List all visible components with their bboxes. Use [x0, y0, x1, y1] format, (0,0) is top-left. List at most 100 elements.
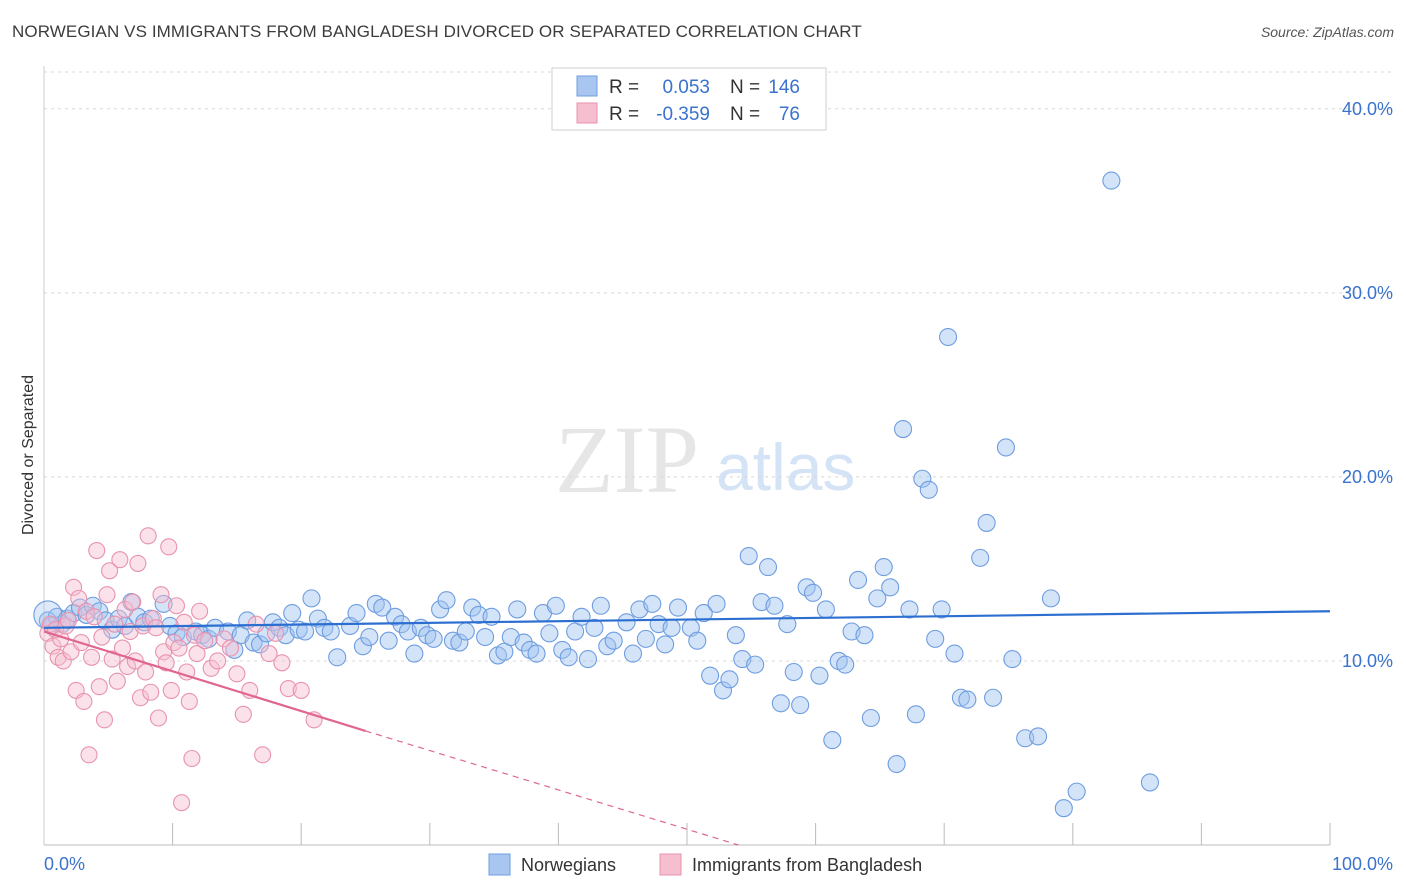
x-tick-label-start: 0.0%	[44, 854, 85, 874]
norwegians-point	[623, 644, 643, 663]
legend-label-bangladesh: Immigrants from Bangladesh	[692, 855, 922, 875]
bangladesh-point	[157, 654, 175, 672]
legend-swatch-bangladesh	[659, 853, 682, 876]
bangladesh-point	[209, 652, 227, 670]
norwegians-point	[373, 598, 392, 617]
norwegians-point	[874, 558, 893, 577]
bangladesh-point	[279, 680, 297, 698]
norwegians-point	[283, 604, 302, 623]
bangladesh-point	[80, 746, 98, 764]
norwegians-point	[443, 631, 462, 650]
bangladesh-point	[234, 705, 252, 723]
bangladesh-point	[90, 678, 108, 696]
norwegians-point	[643, 594, 662, 613]
y-axis-label: Divorced or Separated	[20, 375, 37, 535]
norwegians-point	[694, 604, 713, 623]
stats-r-label-1: R =	[609, 77, 639, 98]
norwegians-point	[540, 624, 559, 643]
bangladesh-point	[228, 665, 246, 683]
norwegians-point	[977, 513, 996, 532]
norwegians-point	[939, 327, 958, 347]
norwegians-point	[836, 655, 855, 674]
norwegians-trend-line	[43, 610, 1331, 629]
norwegians-point	[861, 708, 880, 728]
y-tick-label: 30.0%	[1342, 283, 1393, 303]
norwegians-point	[508, 600, 527, 619]
stats-n-value-2: 76	[779, 104, 800, 125]
norwegians-point	[868, 589, 887, 608]
bangladesh-point	[85, 608, 103, 626]
bangladesh-point	[152, 586, 170, 604]
stats-swatch-blue	[576, 75, 598, 97]
norwegians-point	[765, 596, 784, 615]
norwegians-point	[803, 583, 823, 602]
norwegians-point	[713, 681, 733, 700]
norwegians-point	[707, 594, 726, 613]
stats-swatch-pink	[576, 102, 598, 124]
norwegians-point	[726, 626, 745, 645]
norwegians-point	[1140, 773, 1160, 792]
norwegians-point	[431, 600, 450, 619]
norwegians-point	[250, 635, 270, 654]
bangladesh-point	[129, 554, 147, 572]
bangladesh-point	[137, 663, 155, 681]
norwegians-point	[604, 631, 623, 650]
bangladesh-point	[142, 683, 160, 701]
norwegians-point	[996, 438, 1015, 457]
norwegians-point	[739, 546, 758, 566]
norwegians-point	[386, 607, 405, 626]
norwegians-point	[662, 618, 681, 637]
norwegians-point	[913, 469, 932, 488]
bangladesh-point	[273, 654, 291, 672]
gridlines	[44, 71, 1392, 662]
chart-title: NORWEGIAN VS IMMIGRANTS FROM BANGLADESH …	[12, 22, 862, 41]
norwegians-point	[758, 558, 778, 577]
norwegians-point	[951, 688, 970, 707]
norwegians-point	[932, 600, 951, 619]
bangladesh-point	[83, 648, 101, 666]
norwegians-point	[810, 666, 829, 685]
bangladesh-point	[147, 619, 165, 637]
norwegians-point	[881, 578, 900, 597]
legend-label-norwegians: Norwegians	[521, 855, 616, 875]
stats-r-label-2: R =	[609, 104, 639, 125]
norwegians-point	[823, 731, 842, 750]
bangladesh-trend-extension	[365, 730, 739, 846]
norwegians-point	[701, 666, 720, 685]
legend: Norwegians Immigrants from Bangladesh	[488, 853, 922, 876]
norwegians-point	[585, 618, 604, 637]
norwegians-point	[1041, 589, 1060, 608]
norwegians-point	[945, 644, 964, 663]
norwegians-point	[919, 480, 938, 499]
norwegians-point	[906, 705, 925, 724]
norwegians-point	[546, 596, 565, 615]
norwegians-point	[617, 613, 636, 632]
norwegians-point	[527, 644, 546, 663]
y-tick-label: 20.0%	[1342, 467, 1393, 487]
bangladesh-point	[75, 692, 93, 710]
stats-n-value-1: 146	[768, 77, 800, 98]
bangladesh-point	[95, 711, 113, 729]
bangladesh-point	[254, 746, 272, 764]
bangladesh-point	[139, 527, 157, 545]
norwegians-point	[591, 596, 610, 615]
norwegians-point	[1003, 650, 1022, 669]
bangladesh-trend-line	[43, 630, 366, 732]
bangladesh-point	[215, 630, 233, 648]
norwegians-point	[553, 640, 572, 659]
bangladesh-point	[111, 551, 129, 569]
bangladesh-point	[188, 645, 206, 663]
x-tick-label-end: 100.0%	[1332, 854, 1393, 874]
norwegians-point	[893, 420, 913, 439]
norwegians-point	[971, 548, 990, 567]
bangladesh-point	[101, 562, 119, 580]
bangladesh-point	[196, 632, 214, 650]
norwegians-point	[424, 629, 443, 648]
norwegians-point	[984, 688, 1003, 707]
norwegians-point	[308, 609, 327, 628]
bangladesh-point	[106, 615, 124, 633]
bangladesh-point	[131, 689, 149, 707]
bangladesh-point	[126, 652, 144, 670]
bangladesh-point	[160, 538, 178, 556]
y-tick-label: 10.0%	[1342, 651, 1393, 671]
